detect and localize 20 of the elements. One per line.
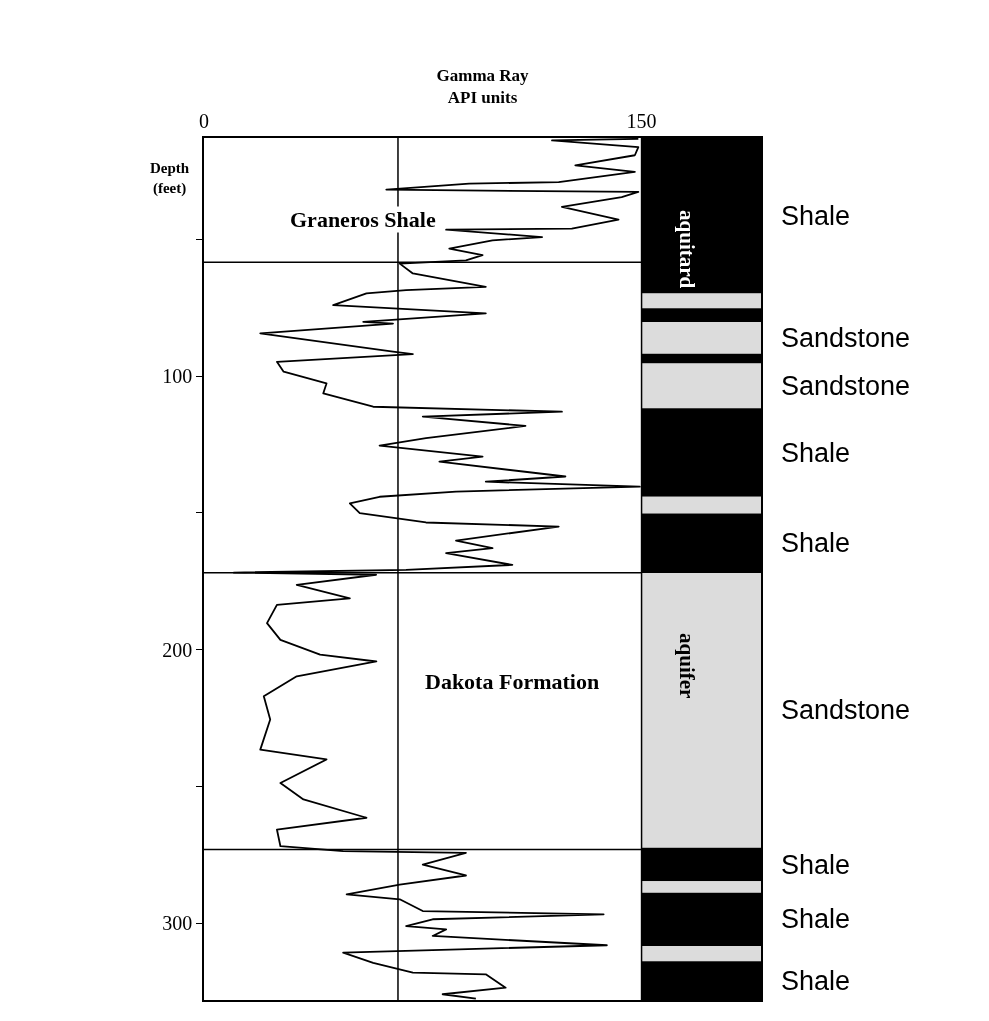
band-label: Shale [781,201,851,231]
band-label: Shale [781,528,851,558]
band-label: Shale [781,966,851,996]
y-tick-label: 300 [162,912,193,935]
y-axis-title: Depth (feet) [150,160,190,197]
band-label: Shale [781,850,851,880]
x-tick-label: 150 [626,110,657,133]
y-tick-label: 100 [162,365,193,388]
annotation: Graneros Shale [290,207,436,232]
band-label: Sandstone [781,371,911,401]
band-label: Sandstone [781,695,911,725]
band-label: Sandstone [781,323,911,353]
annotation: aquitard [674,210,699,289]
y-tick-label: 200 [162,638,193,661]
x-tick-label: 0 [198,110,209,133]
band-label: Shale [781,438,851,468]
annotation: aquifer [674,633,699,699]
band-label: Shale [781,904,851,934]
annotation: Dakota Formation [425,669,600,694]
x-axis-title: Gamma Ray API units [436,66,530,108]
